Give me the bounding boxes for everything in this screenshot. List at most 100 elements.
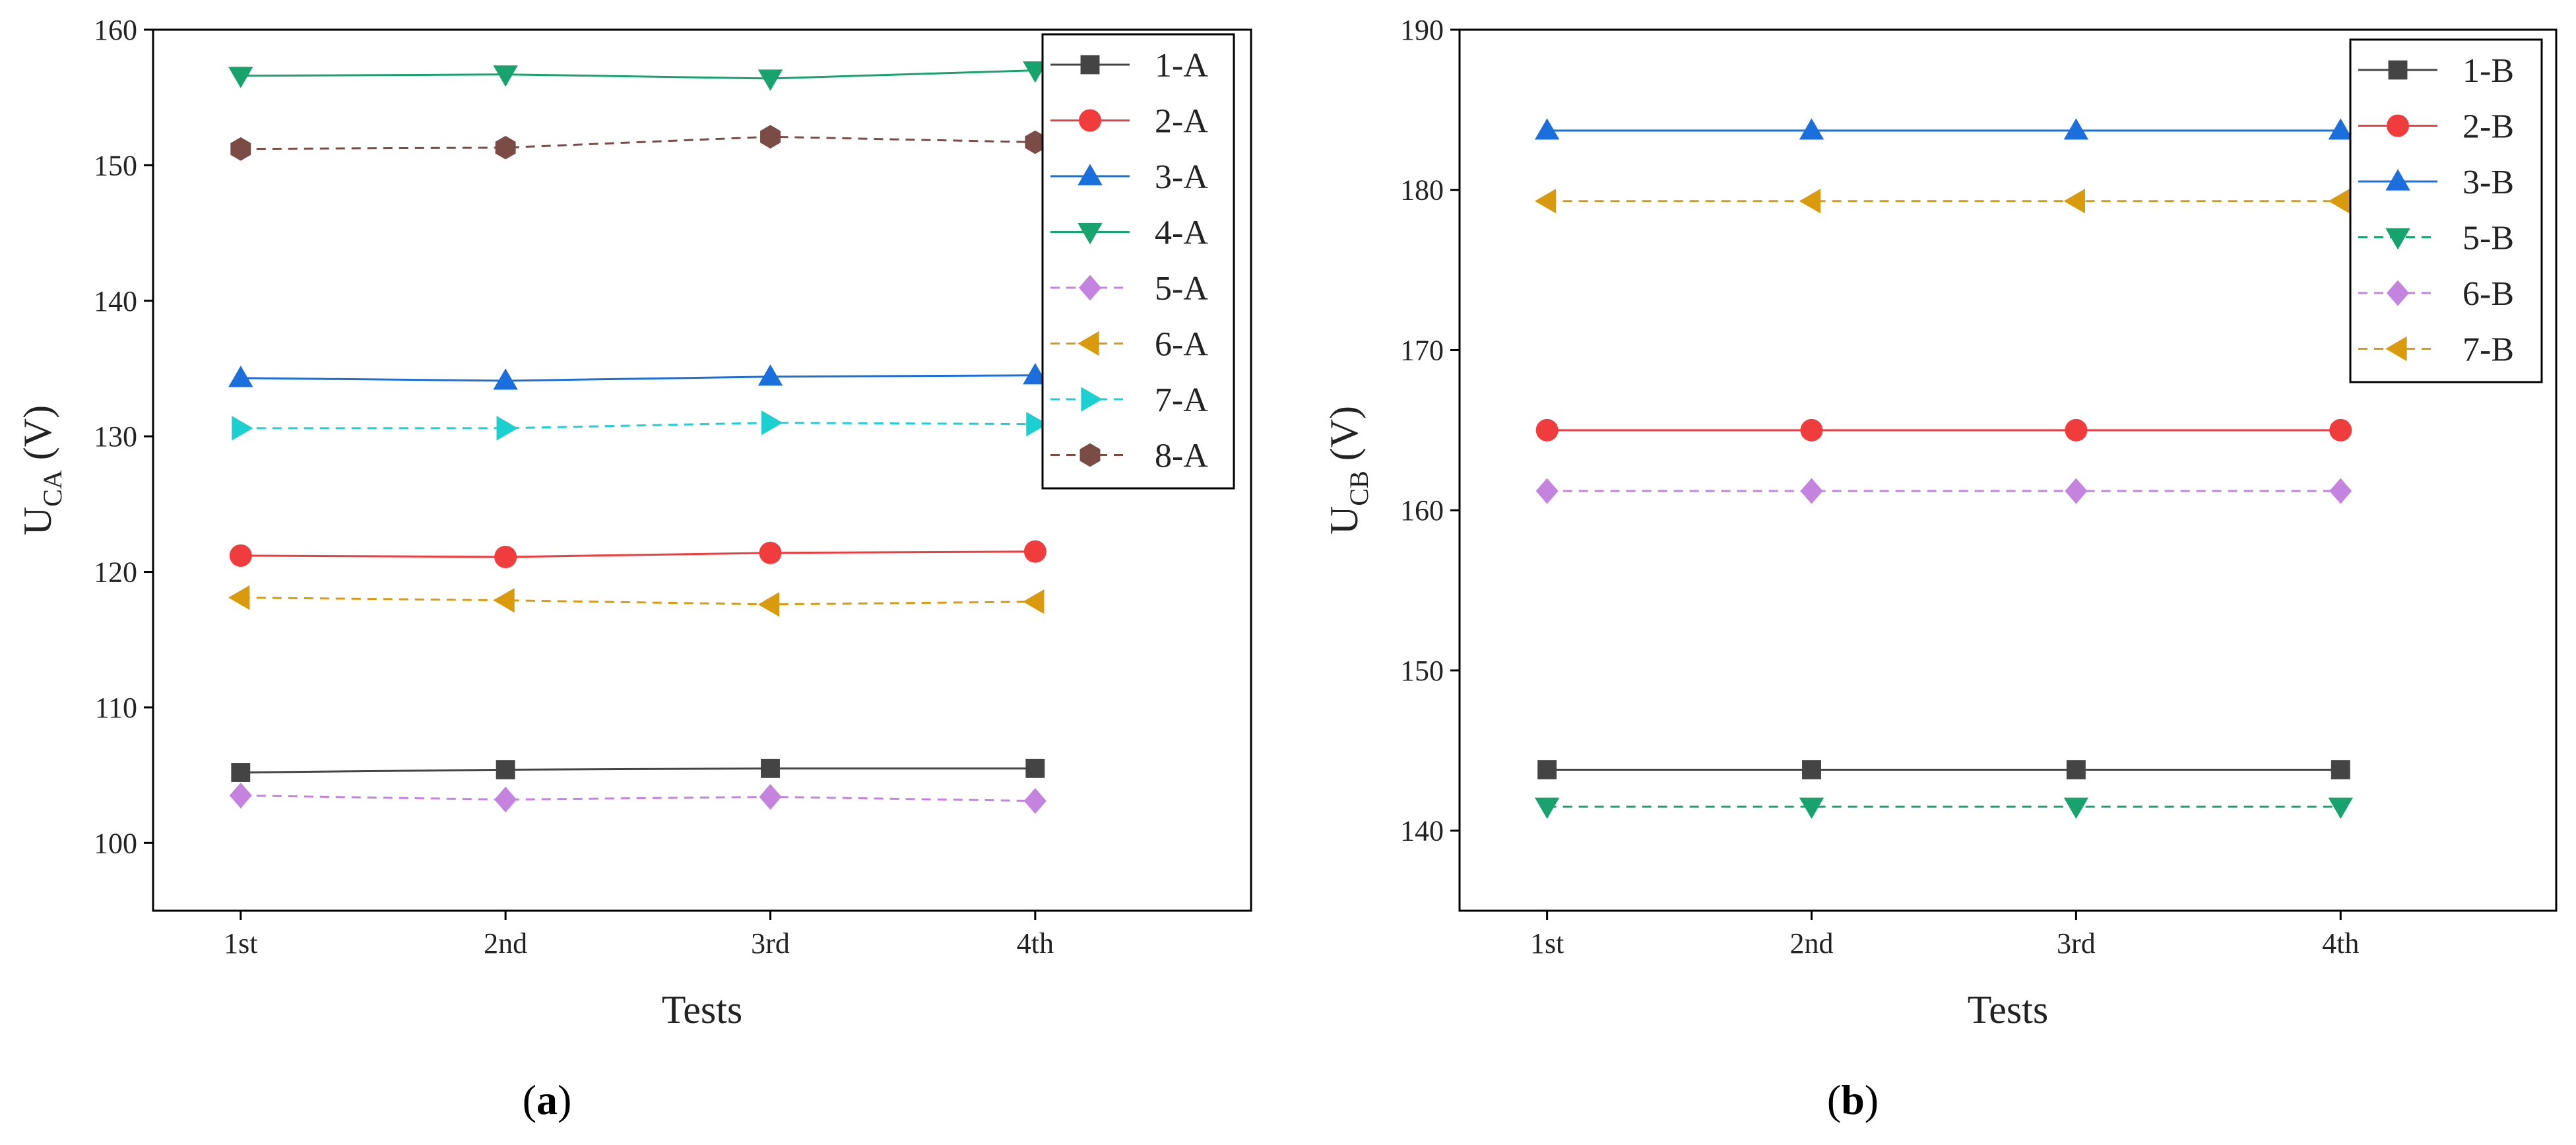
legend-label-2-A: 2-A	[1155, 103, 1208, 141]
x-tick-label: 3rd	[751, 927, 790, 960]
data-point-6-B-2nd	[1800, 478, 1823, 504]
legend-marker-3-A	[1078, 164, 1103, 185]
plot-frame	[152, 28, 1252, 912]
x-axis-title: Tests	[662, 988, 742, 1031]
data-point-7-A-3rd	[761, 410, 783, 436]
legend: 1-B 2-B 3-B 5-B 6-B 7-B	[2349, 38, 2543, 383]
legend-label-7-A: 7-A	[1155, 381, 1208, 419]
series-6-B	[1535, 478, 2352, 504]
legend: 1-A 2-A 3-A 4-A 5-A 6-A 7-A 8-A	[1041, 33, 1235, 490]
y-tick-label: 160	[94, 14, 137, 46]
data-point-7-A-4th	[1026, 411, 1048, 437]
data-point-5-B-1st	[1534, 797, 1560, 819]
legend-box	[1041, 33, 1235, 490]
data-point-6-B-4th	[2329, 478, 2352, 504]
x-tick-label: 4th	[1017, 927, 1054, 960]
data-point-7-A-2nd	[496, 416, 518, 441]
x-tick-label: 2nd	[1790, 927, 1834, 960]
data-point-5-B-4th	[2328, 797, 2353, 819]
y-axis-title-sub: CA	[38, 470, 67, 507]
series-3-B	[1534, 118, 2353, 140]
series-line-7-A	[240, 422, 1035, 430]
data-point-5-B-2nd	[1799, 797, 1824, 819]
legend-box	[2349, 38, 2543, 383]
series-1-B	[1537, 760, 2350, 779]
legend-label-6-A: 6-A	[1155, 326, 1208, 364]
series-2-B	[1535, 418, 2352, 442]
panel-label-open: (	[1827, 1076, 1841, 1123]
legend-marker-8-A	[1079, 443, 1101, 467]
y-axis-title-main: U	[16, 507, 59, 535]
panel-label-open: (	[523, 1076, 536, 1123]
series-6-A	[228, 585, 1045, 617]
legend-label-1-A: 1-A	[1155, 47, 1208, 84]
x-tick-label: 3rd	[2057, 927, 2096, 960]
y-axis-title-unit: (V)	[1322, 406, 1366, 471]
data-point-4-A-4th	[1023, 61, 1048, 83]
legend-marker-5-B	[2385, 228, 2410, 250]
data-point-8-A-2nd	[495, 135, 516, 160]
legend-label-8-A: 8-A	[1155, 438, 1208, 475]
data-point-5-A-3rd	[759, 783, 782, 810]
legend-label-5-A: 5-A	[1155, 270, 1208, 308]
data-point-7-A-1st	[232, 416, 253, 441]
data-point-6-A-3rd	[757, 592, 780, 617]
data-point-3-B-3rd	[2063, 118, 2089, 140]
data-point-7-B-1st	[1534, 189, 1557, 214]
y-axis-title-sub: CB	[1344, 471, 1374, 506]
legend-marker-5-A	[1079, 275, 1101, 301]
data-point-8-A-4th	[1025, 130, 1046, 154]
data-point-1-B-3rd	[2066, 760, 2086, 779]
data-point-6-A-2nd	[493, 587, 515, 613]
y-tick-label: 120	[94, 556, 137, 589]
y-tick-label: 130	[94, 420, 137, 453]
y-tick-label: 180	[1400, 174, 1444, 207]
y-tick-label: 140	[94, 285, 137, 317]
series-3-A	[228, 363, 1048, 390]
series-5-A	[229, 782, 1046, 814]
y-tick-label: 150	[94, 149, 137, 181]
y-tick-label: 170	[1400, 334, 1444, 366]
data-point-7-B-3rd	[2063, 189, 2085, 214]
data-point-5-A-2nd	[494, 787, 517, 813]
series-line-2-A	[240, 550, 1035, 558]
legend-label-5-B: 5-B	[2463, 220, 2514, 257]
y-axis-title: UCB (V)	[1322, 406, 1374, 535]
y-tick-label: 100	[94, 827, 137, 859]
legend-marker-1-A	[1080, 55, 1100, 75]
data-point-6-B-1st	[1535, 478, 1559, 504]
data-point-2-B-1st	[1535, 418, 1559, 442]
data-point-3-B-1st	[1534, 118, 1560, 140]
legend-label-6-B: 6-B	[2463, 275, 2514, 313]
data-point-2-B-4th	[2329, 418, 2352, 442]
x-tick-label: 4th	[2322, 927, 2359, 960]
data-point-7-B-2nd	[1799, 189, 1821, 214]
series-7-B	[1534, 189, 2350, 214]
data-point-2-A-4th	[1023, 540, 1046, 563]
panel-label-close: )	[1865, 1076, 1879, 1123]
series-5-B	[1534, 797, 2353, 819]
data-point-1-A-3rd	[761, 758, 780, 778]
data-point-8-A-3rd	[760, 125, 781, 149]
data-point-1-B-2nd	[1802, 760, 1821, 779]
legend-label-1-B: 1-B	[2463, 52, 2514, 90]
legend-marker-7-A	[1081, 387, 1103, 412]
series-line-3-A	[240, 374, 1035, 382]
legend-label-3-B: 3-B	[2463, 164, 2514, 201]
data-point-5-B-3rd	[2063, 797, 2089, 819]
data-point-1-A-2nd	[496, 760, 515, 779]
panel-label: (b)	[1827, 1076, 1879, 1123]
data-point-1-A-4th	[1025, 758, 1045, 778]
plot-frame	[1458, 28, 2558, 912]
data-point-6-A-1st	[228, 585, 250, 610]
data-point-2-B-3rd	[2065, 418, 2088, 442]
legend-label-7-B: 7-B	[2463, 331, 2514, 369]
series-7-A	[232, 410, 1048, 441]
data-point-2-A-2nd	[494, 545, 517, 568]
x-axis-title: Tests	[1968, 988, 2048, 1031]
data-point-8-A-1st	[230, 137, 251, 161]
legend-marker-4-A	[1078, 222, 1103, 245]
data-point-5-A-1st	[229, 782, 252, 808]
data-point-1-B-1st	[1537, 760, 1557, 779]
data-point-2-A-1st	[229, 544, 252, 567]
